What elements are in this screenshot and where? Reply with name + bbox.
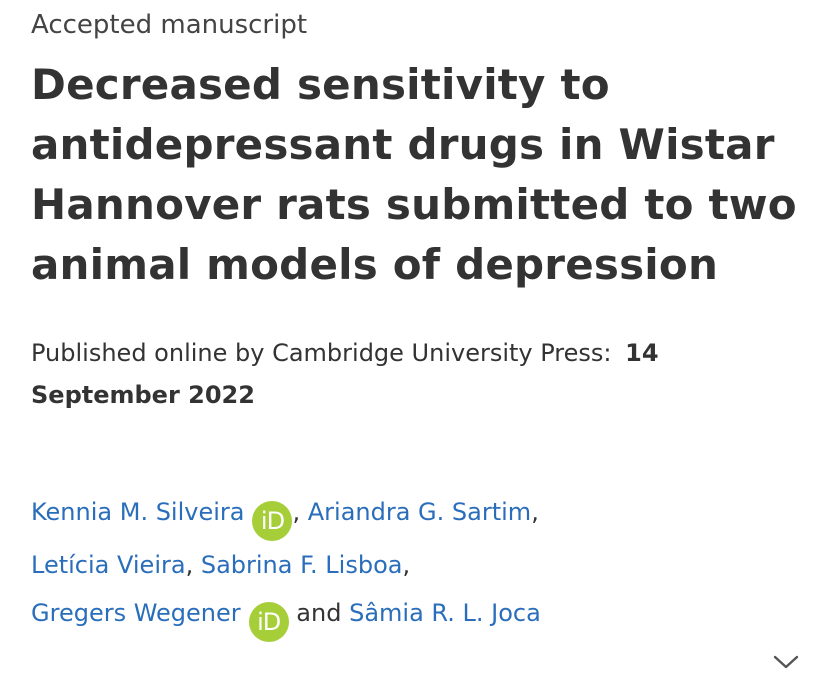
manuscript-status: Accepted manuscript [31,10,308,40]
orcid-icon[interactable]: iD [252,501,293,541]
author-link[interactable]: Sâmia R. L. Joca [349,599,541,627]
author-separator: , [531,498,539,526]
chevron-down-icon[interactable] [772,652,800,672]
author-list: Kennia M. Silveira iD, Ariandra G. Sartim… [31,488,731,642]
publication-info: Published online by Cambridge University… [31,332,751,416]
article-title: Decreased sensitivity to antidepressant … [31,60,797,289]
author-separator: , [292,498,308,526]
author-separator: , [402,551,411,579]
published-date: 14 September 2022 [31,339,659,409]
author-link[interactable]: Kennia M. Silveira [31,498,245,526]
author-link[interactable]: Ariandra G. Sartim [307,498,532,526]
author-separator: , [185,551,201,579]
author-separator: and [296,599,342,627]
author-link[interactable]: Gregers Wegener [31,599,241,627]
article-header: Accepted manuscript Decreased sensitivit… [31,0,811,642]
orcid-icon[interactable]: iD [248,602,289,642]
published-prefix: Published online by Cambridge University… [31,339,612,367]
author-link[interactable]: Sabrina F. Lisboa [200,551,403,579]
author-link[interactable]: Letícia Vieira [31,551,186,579]
